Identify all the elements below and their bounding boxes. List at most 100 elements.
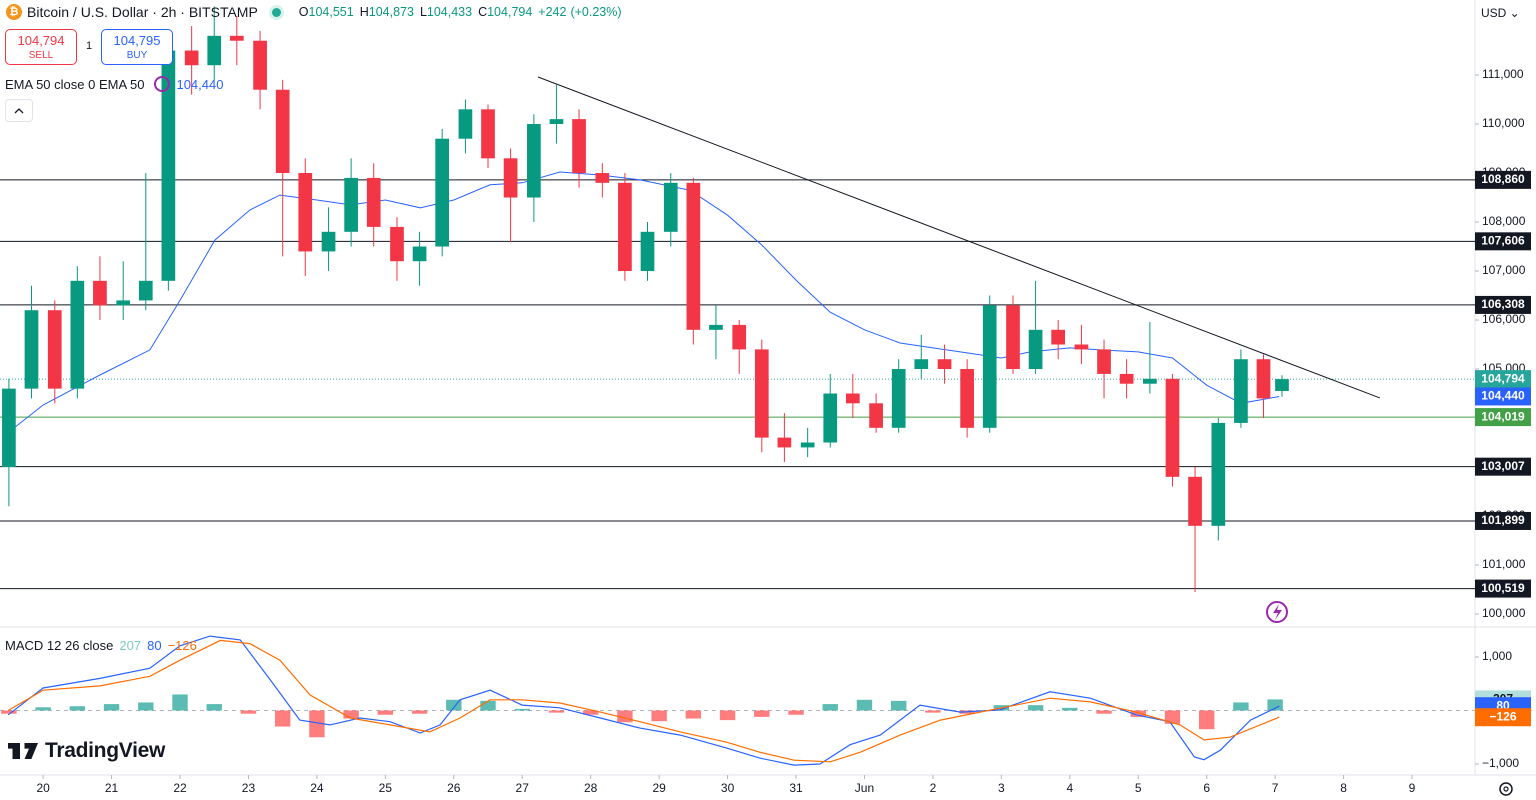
histogram-bar: [411, 710, 428, 714]
histogram-bar: [856, 699, 873, 711]
y-tick-label: 108,000: [1482, 214, 1526, 228]
histogram-bar: [719, 710, 736, 721]
x-tick-label: Jun: [855, 781, 874, 795]
histogram-bar: [1267, 699, 1283, 711]
macd-title[interactable]: MACD 12 26 close: [5, 638, 114, 653]
candle-body: [70, 280, 85, 389]
value: 104,433: [426, 5, 473, 19]
price-tag-label: 107,606: [1481, 233, 1525, 247]
settings-icon[interactable]: [1499, 782, 1513, 796]
quote-low: L104,433: [420, 5, 472, 19]
candle-body: [93, 280, 107, 306]
logo-mark: [8, 743, 38, 759]
x-tick-label: 8: [1340, 781, 1347, 795]
candle-body: [253, 40, 267, 90]
candle-body: [435, 138, 450, 247]
candle-body: [1074, 344, 1089, 350]
histogram-bar: [343, 710, 359, 719]
x-tick-label: 7: [1272, 781, 1279, 795]
y-tick-label: 100,000: [1482, 606, 1526, 620]
sell-price: 104,794: [17, 33, 65, 48]
candle-body: [572, 119, 586, 174]
price-tag-label: 108,860: [1481, 172, 1525, 186]
buy-button[interactable]: 104,795 BUY: [101, 29, 173, 65]
candle-body: [709, 324, 723, 330]
quote-open: O104,551: [299, 5, 354, 19]
histogram-bar: [685, 710, 702, 719]
candle-body: [960, 369, 974, 428]
candle-body: [618, 182, 632, 272]
price-tag-label: 104,794: [1481, 371, 1525, 385]
symbol-header: ₿ Bitcoin / U.S. Dollar · 2h · BITSTAMP …: [6, 4, 626, 20]
chevron: [14, 108, 24, 114]
x-tick-label: 22: [173, 781, 187, 795]
candle-body: [982, 305, 997, 428]
histogram-bar: [377, 710, 394, 715]
lightning-icon[interactable]: [1266, 601, 1288, 623]
candle-body: [549, 119, 564, 125]
quote-close: C104,794: [478, 5, 532, 19]
lightning-ring: [1266, 601, 1288, 623]
histogram-bar: [754, 710, 770, 717]
histogram-bar: [172, 694, 188, 711]
histogram-bar: [309, 710, 325, 738]
candle-body: [366, 177, 381, 227]
y-tick-label: 111,000: [1482, 67, 1524, 81]
value: 104,873: [368, 5, 414, 19]
x-tick-label: 28: [584, 781, 598, 795]
candle-body: [503, 158, 518, 198]
currency-select[interactable]: USD ⌄: [1481, 6, 1520, 20]
sell-text: SELL: [28, 50, 54, 61]
x-tick-label: 23: [242, 781, 256, 795]
price-tag: [1475, 457, 1531, 476]
histogram-bar: [1164, 710, 1181, 724]
histogram-bar: [69, 706, 86, 711]
brand-text: TradingView: [45, 739, 166, 762]
price-tag: [1475, 408, 1531, 427]
key: O: [298, 5, 309, 19]
candle-body: [24, 310, 39, 389]
y-tick-label: 106,000: [1482, 312, 1526, 326]
candle-body: [207, 35, 222, 66]
candle-body: [686, 182, 701, 330]
coin-icon: ₿: [6, 4, 22, 20]
value: 104,794: [487, 5, 533, 19]
price-tag: [1475, 387, 1531, 406]
macd-hist-value: 207: [119, 638, 142, 653]
y-tick-label: −1,000: [1482, 756, 1519, 770]
price-tag-label: 104,440: [1481, 389, 1525, 403]
signal-value: −126: [167, 638, 197, 653]
candle-body: [800, 442, 815, 448]
price-tag-label: 104,019: [1481, 409, 1525, 423]
x-tick-label: 30: [721, 781, 735, 795]
histogram-bar: [1062, 707, 1078, 711]
brand-logo[interactable]: TradingView: [8, 739, 165, 763]
price-tag: [1475, 295, 1531, 314]
price-tag: [1475, 708, 1531, 727]
candle-body: [1143, 378, 1157, 384]
price-tag-label: −126: [1489, 709, 1516, 723]
candle-body: [298, 173, 313, 252]
collapse-button[interactable]: [5, 99, 33, 122]
candle-body: [1275, 379, 1289, 392]
x-tick-label: 24: [310, 781, 324, 795]
sell-button[interactable]: 104,794 SELL: [5, 29, 77, 65]
refresh-icon[interactable]: [154, 76, 171, 92]
y-tick-label: 107,000: [1482, 263, 1526, 277]
candle-body: [344, 177, 358, 232]
candle-body: [869, 403, 883, 428]
histogram-bar: [1233, 702, 1249, 711]
price-tag-label: 106,308: [1481, 297, 1525, 311]
candle-body: [138, 280, 153, 301]
candle-body: [184, 50, 199, 66]
ema-title[interactable]: EMA 50 close 0 EMA 50: [5, 76, 145, 92]
candle-body: [229, 35, 244, 41]
symbol[interactable]: Bitcoin / U.S. Dollar · 2h · BITSTAMP: [27, 4, 258, 20]
buy-text: BUY: [126, 50, 148, 61]
price-tag: [1475, 511, 1531, 530]
y-tick-label: 101,000: [1482, 557, 1526, 571]
quote-high: H104,873: [360, 5, 414, 19]
lightning-bolt: [1273, 604, 1282, 620]
